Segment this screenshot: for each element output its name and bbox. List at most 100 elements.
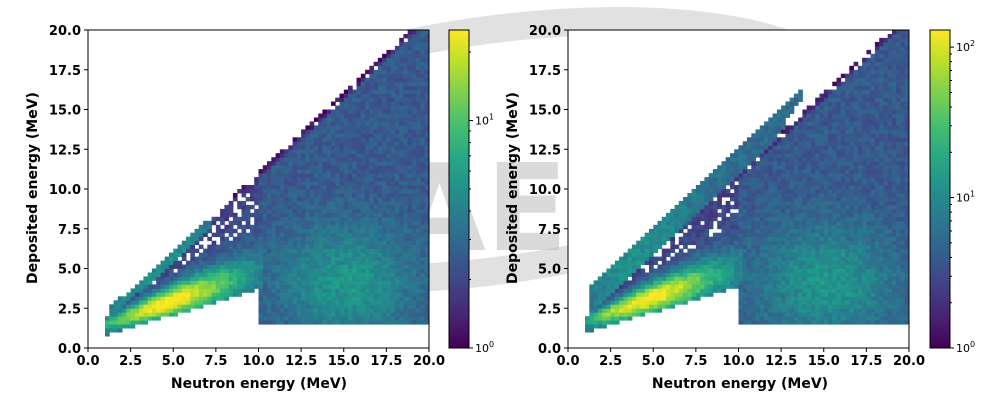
heatmap-cell [811,268,816,273]
heatmap-cell [407,153,413,158]
heatmap-cell [377,220,383,226]
heatmap-cell [610,304,616,309]
heatmap-cell [186,268,191,273]
heatmap-cell [589,312,594,317]
heatmap-cell [275,300,281,305]
heatmap-cell [322,264,328,269]
heatmap-cell [802,224,808,230]
heatmap-cell [828,93,833,98]
heatmap-cell [352,197,357,202]
heatmap-cell [224,236,230,242]
heatmap-cell [806,137,812,142]
heatmap-cell [819,300,825,305]
heatmap-cell [390,181,396,186]
heatmap-cell [326,137,332,142]
heatmap-cell [348,161,353,166]
heatmap-cell [377,121,383,126]
heatmap-cell [386,204,392,210]
heatmap-cell [416,304,421,309]
heatmap-cell [678,268,684,273]
heatmap-cell [416,113,421,118]
heatmap-cell [725,216,731,222]
heatmap-cell [755,252,761,257]
heatmap-cell [331,185,336,190]
heatmap-cell [631,268,637,273]
heatmap-cell [339,153,345,158]
heatmap-cell [181,252,187,257]
heatmap-cell [386,117,392,122]
heatmap-cell [717,236,722,242]
heatmap-cell [823,129,829,134]
heatmap-cell [279,169,285,174]
heatmap-cell [768,208,773,214]
heatmap-cell [687,197,693,202]
heatmap-cell [224,224,230,230]
heatmap-cell [416,280,421,285]
heatmap-cell [811,189,816,194]
heatmap-cell [725,244,731,249]
heatmap-cell [377,268,383,273]
heatmap-cell [296,248,302,253]
heatmap-cell [322,272,328,277]
heatmap-cell [275,312,281,317]
heatmap-cell [322,137,328,142]
heatmap-cell [224,284,230,289]
heatmap-cell [271,308,276,313]
heatmap-cell [224,260,230,265]
heatmap-cell [802,149,808,154]
heatmap-cell [614,288,620,293]
heatmap-cell [631,260,637,265]
heatmap-cell [806,304,812,309]
heatmap-cell [742,173,748,178]
heatmap-cell [828,308,833,313]
heatmap-cell [382,292,387,297]
heatmap-cell [789,169,795,174]
heatmap-cell [811,169,816,174]
heatmap-cell [614,320,620,325]
heatmap-cell [602,292,607,297]
heatmap-cell [636,288,641,293]
heatmap-cell [126,296,132,301]
heatmap-cell [352,185,357,190]
heatmap-cell [836,228,842,234]
heatmap-cell [373,193,379,198]
heatmap-cell [407,137,413,142]
heatmap-cell [802,161,808,166]
heatmap-cell [309,149,315,154]
heatmap-cell [348,145,353,150]
heatmap-cell [399,165,404,170]
heatmap-cell [683,212,688,218]
heatmap-cell [424,137,430,142]
heatmap-cell [390,89,396,94]
heatmap-cell [377,236,383,242]
heatmap-cell [258,240,264,246]
heatmap-cell [331,276,336,281]
heatmap-cell [670,272,675,277]
heatmap-cell [416,264,421,269]
heatmap-cell [318,145,323,150]
heatmap-cell [828,117,833,122]
heatmap-cell [309,121,315,126]
heatmap-cell [764,193,769,198]
heatmap-cell [411,141,417,146]
heatmap-cell [318,288,323,293]
heatmap-cell [377,61,383,67]
heatmap-cell [806,244,812,249]
heatmap-cell [313,137,319,142]
heatmap-cell [335,288,340,293]
heatmap-cell [832,204,837,210]
heatmap-cell [386,316,392,321]
heatmap-cell [819,208,825,214]
heatmap-cell [258,193,264,198]
heatmap-cell [755,304,761,309]
heatmap-cell [738,280,744,285]
heatmap-cell [776,244,782,249]
heatmap-cell [373,244,379,249]
heatmap-cell [802,117,808,122]
heatmap-cell [365,252,370,257]
heatmap-cell [416,137,421,142]
heatmap-cell [292,256,298,261]
heatmap-cell [666,304,671,309]
heatmap-cell [755,232,761,238]
heatmap-cell [271,200,276,206]
